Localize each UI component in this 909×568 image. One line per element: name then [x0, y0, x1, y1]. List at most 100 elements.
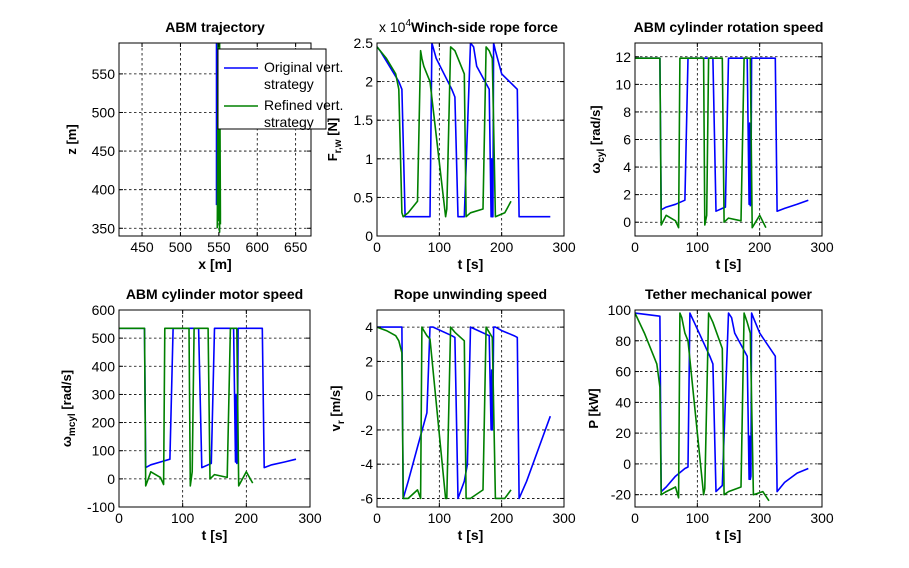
y-axis-label: ωmcyl [rad/s] — [59, 370, 78, 447]
axes-background — [634, 309, 823, 508]
x-axis-label: t [s] — [716, 256, 742, 272]
series-group — [377, 43, 551, 218]
series-line-refined — [635, 312, 770, 502]
x-tick-label: 300 — [298, 510, 322, 526]
exponent-power: 4 — [405, 18, 411, 29]
x-tick-label: 100 — [428, 239, 452, 255]
y-tick-label: 2 — [623, 187, 631, 203]
y-axis-label: Fr,w [N] — [325, 118, 344, 162]
legend-entry-label-line2: strategy — [264, 76, 314, 92]
y-axis-label: vr [m/s] — [328, 386, 347, 432]
y-tick-label: 0 — [623, 214, 631, 230]
x-tick-label: 300 — [552, 239, 576, 255]
y-tick-label: 600 — [92, 302, 116, 318]
y-axis-label: ωcyl [rad/s] — [588, 105, 607, 173]
x-tick-label: 650 — [284, 239, 308, 255]
chart-title: Tether mechanical power — [645, 286, 813, 302]
y-tick-label: 0 — [107, 471, 115, 487]
legend-entry-label: Refined vert. — [264, 97, 343, 113]
x-tick-label: 0 — [631, 239, 639, 255]
subplot-2: 0 100 200 300 0 0.5 1 1.5 2 2.5 Winch-side rope fo… — [325, 18, 576, 272]
x-axis-label: t [s] — [716, 527, 742, 543]
series-line-refined — [119, 327, 254, 487]
y-axis-label-main: P [kW] — [586, 388, 601, 428]
y-tick-label: 0 — [365, 388, 373, 404]
y-axis-label-subscript: r — [336, 420, 347, 424]
y-tick-label: -4 — [361, 456, 374, 472]
x-axis-label: x [m] — [198, 256, 231, 272]
y-tick-label: 6 — [623, 132, 631, 148]
series-group — [635, 312, 809, 502]
y-tick-label: -6 — [361, 490, 374, 506]
exponent-label: x 104 — [379, 18, 411, 35]
x-tick-label: 300 — [810, 510, 834, 526]
y-tick-label: 80 — [615, 333, 631, 349]
x-tick-label: 200 — [748, 510, 772, 526]
y-axis-label: z [m] — [64, 124, 79, 154]
x-tick-label: 200 — [490, 510, 514, 526]
series-line-original — [635, 312, 809, 493]
x-tick-label: 100 — [686, 239, 710, 255]
x-tick-label: 0 — [373, 510, 381, 526]
series-line-original — [635, 57, 809, 212]
x-tick-label: 0 — [631, 510, 639, 526]
y-tick-label: 100 — [92, 443, 116, 459]
y-tick-label: 8 — [623, 104, 631, 120]
y-axis-label-main: z [m] — [64, 124, 79, 154]
subplot-1: 450 500 550 600 650 350 400 450 500 550 ABM trajec… — [64, 19, 343, 272]
x-tick-label: 300 — [552, 510, 576, 526]
series-line-original — [377, 326, 552, 500]
x-tick-label: 100 — [171, 510, 195, 526]
y-tick-label: 0.5 — [354, 189, 374, 205]
chart-title: ABM cylinder motor speed — [126, 286, 303, 302]
y-tick-label: 10 — [615, 76, 631, 92]
x-tick-label: 100 — [686, 510, 710, 526]
exponent-base: x 10 — [379, 19, 406, 35]
y-tick-label: 12 — [615, 49, 631, 65]
axes-frame — [118, 309, 311, 508]
y-axis-label-main: ω — [59, 436, 74, 447]
x-tick-label: 550 — [207, 239, 231, 255]
y-tick-label: 400 — [92, 182, 116, 198]
y-tick-label: 20 — [615, 425, 631, 441]
y-tick-label: 1 — [365, 151, 373, 167]
y-tick-label: 2 — [365, 353, 373, 369]
series-line-refined — [635, 57, 767, 229]
x-tick-label: 200 — [748, 239, 772, 255]
y-tick-label: 1.5 — [354, 112, 374, 128]
y-tick-label: 400 — [92, 358, 116, 374]
series-group — [119, 327, 297, 487]
series-line-original — [119, 327, 297, 469]
x-tick-label: 500 — [169, 239, 193, 255]
y-axis-label: P [kW] — [586, 388, 601, 428]
y-tick-label: -2 — [361, 422, 374, 438]
legend-entry-label: Original vert. — [264, 59, 343, 75]
y-axis-label-unit: [rad/s] — [588, 105, 603, 148]
legend-entry-label-line2: strategy — [264, 114, 314, 130]
y-axis-label-subscript: r,w — [333, 139, 344, 153]
y-tick-label: -100 — [87, 499, 115, 515]
y-tick-label: 500 — [92, 330, 116, 346]
y-tick-label: 0 — [623, 456, 631, 472]
y-axis-label-main: F — [325, 153, 340, 161]
axes-frame — [376, 309, 565, 508]
y-tick-label: 2.5 — [354, 35, 374, 51]
y-tick-label: 450 — [92, 143, 116, 159]
x-tick-label: 0 — [115, 510, 123, 526]
axes-frame — [634, 309, 823, 508]
y-tick-label: 200 — [92, 415, 116, 431]
y-tick-label: 100 — [608, 302, 632, 318]
y-tick-label: 500 — [92, 104, 116, 120]
series-line-original — [377, 43, 551, 218]
y-tick-label: 4 — [623, 159, 631, 175]
y-tick-label: -20 — [611, 487, 631, 503]
y-axis-label-unit: [N] — [325, 118, 340, 140]
x-tick-label: 300 — [810, 239, 834, 255]
x-tick-label: 100 — [428, 510, 452, 526]
x-tick-label: 450 — [130, 239, 154, 255]
series-line-refined — [377, 46, 512, 218]
